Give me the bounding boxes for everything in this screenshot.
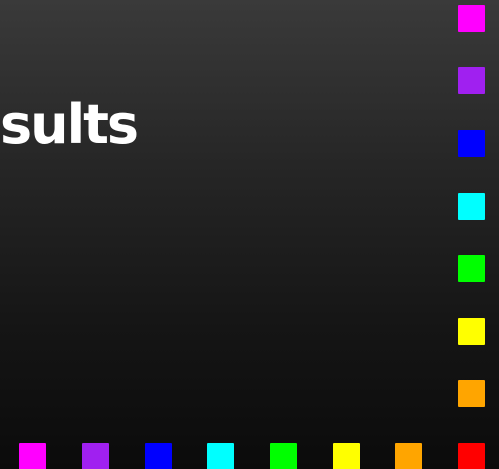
color-swatch-yellow-right [458,318,485,345]
color-swatch-orange-right [458,380,485,407]
color-swatch-purple-bottom [82,443,109,469]
color-swatch-cyan-bottom [207,443,234,469]
color-swatch-yellow-bottom [333,443,360,469]
color-swatch-purple-right [458,67,485,94]
color-swatch-magenta-right [458,5,485,32]
color-swatch-green-right [458,255,485,282]
color-swatch-blue-right [458,130,485,157]
color-swatch-red-bottom [458,443,485,469]
color-swatch-blue-bottom [145,443,172,469]
color-swatch-orange-bottom [395,443,422,469]
results-title: sults [0,93,139,156]
color-swatch-magenta-bottom [19,443,46,469]
color-swatch-green-bottom [270,443,297,469]
color-swatch-cyan-right [458,193,485,220]
